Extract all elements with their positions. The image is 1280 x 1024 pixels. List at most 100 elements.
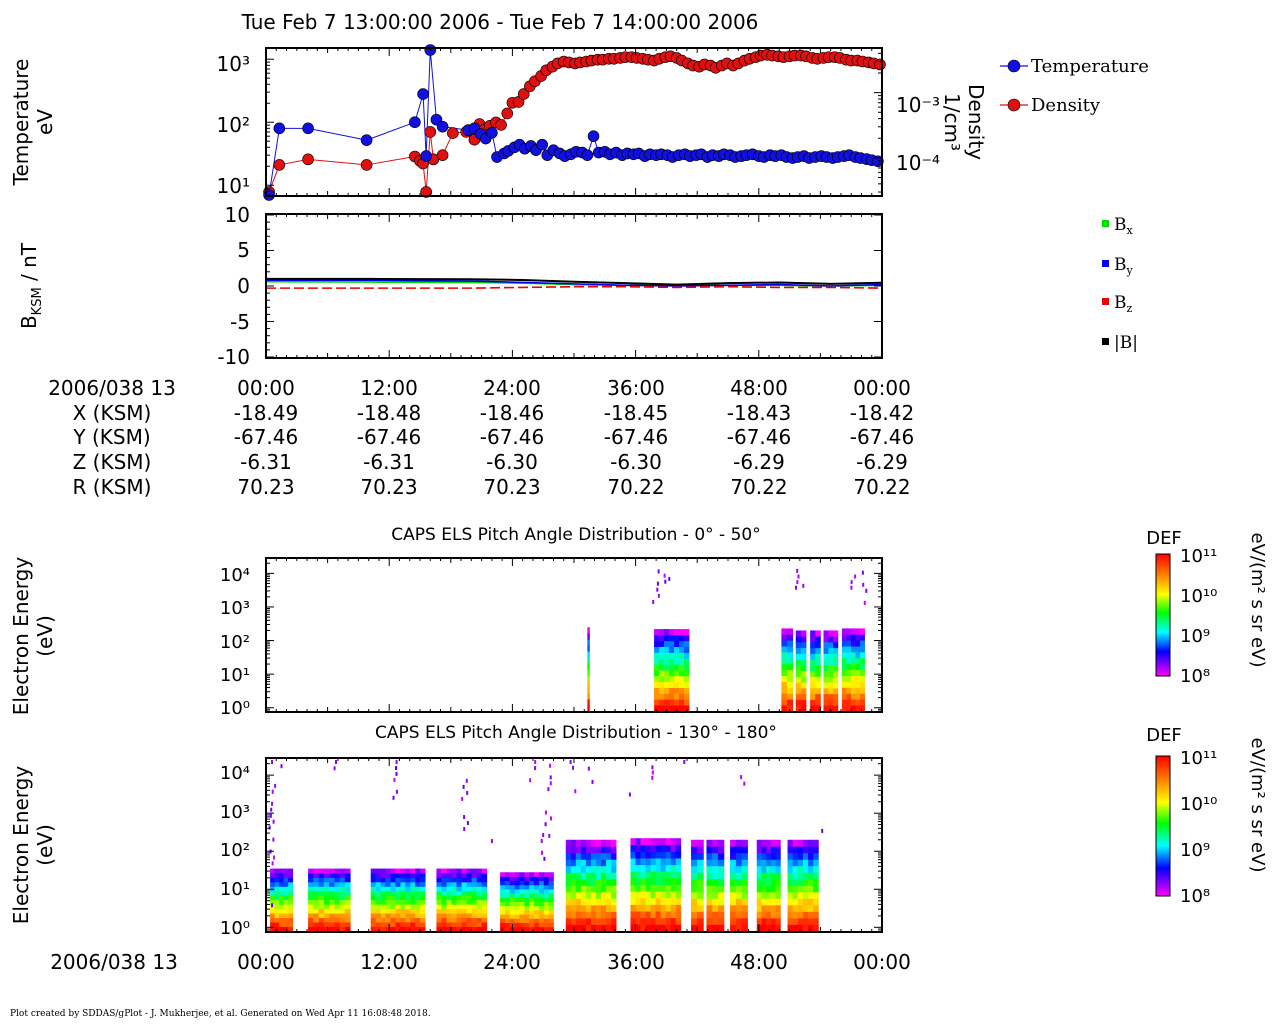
spectrogram-cell [640,858,646,866]
spectrogram-speck [549,775,552,780]
spectrogram-cell [334,899,341,905]
spectrogram-cell [606,891,612,899]
spectrogram-cell [580,898,587,906]
spectrogram-cell [660,864,667,872]
spectrogram-cell [800,693,807,700]
spectrogram-cell [735,885,743,893]
spectrogram-cell [860,657,865,665]
spectrogram-cell [270,868,276,874]
spectrogram-cell [595,885,602,893]
spectrogram-cell [630,838,636,846]
spectrogram-cell [395,890,401,896]
spectrogram-cell [410,877,416,883]
spectrogram-cell [283,868,289,874]
spectrogram-cell [706,904,713,912]
spectrogram-cell [323,926,330,932]
ephemeris-cell: -6.31 [363,450,415,474]
spectrogram-cell [815,676,821,683]
spectrogram-cell [390,895,396,901]
spectrogram-cell [810,693,816,700]
spectrogram-cell [664,693,670,700]
spectrogram-cell [456,890,462,896]
spectrogram-cell [575,891,582,899]
els-pitch-0-50-ytick-label: 10⁰ [220,698,250,719]
spectrogram-cell [390,917,396,923]
spectrogram-speck [466,790,469,795]
spectrogram-cell [846,681,852,688]
spectrogram-cell [538,918,545,924]
spectrogram-cell [446,926,452,932]
spectrogram-cell [697,839,704,847]
ephemeris-time-header: 2006/038 13 [48,376,176,400]
els-pitch-130-180-ytick-label: 10² [220,840,250,861]
spectrogram-cell [669,699,675,706]
spectrogram-cell [451,899,457,905]
spectrogram-cell [841,646,847,653]
spectrogram-cell [611,891,617,899]
spectrogram-cell [787,640,794,647]
spectrogram-cell [446,904,452,910]
spectrogram-cell [538,880,545,886]
els-pitch-0-50-panel: CAPS ELS Pitch Angle Distribution - 0° -… [9,525,1268,719]
spectrogram-cell [730,839,737,847]
spectrogram-cell [659,699,665,706]
spectrogram-cell [390,926,396,932]
bfield-ytick-label: 10 [225,203,250,227]
spectrogram-cell [841,628,847,635]
spectrogram-cell [441,881,447,887]
spectrogram-cell [329,904,335,910]
spectrogram-cell [770,911,777,919]
spectrogram-cell [329,908,335,914]
spectrogram-cell [813,865,819,873]
spectrogram-cell [385,868,391,874]
spectrogram-cell [846,675,852,682]
spectrogram-cell [718,859,725,867]
spectrogram-cell [329,886,335,892]
spectrogram-cell [504,893,511,898]
spectrogram-cell [813,878,819,886]
spectrogram-cell [410,913,416,919]
spectrogram-cell [611,839,617,847]
spectrogram-cell [329,895,335,901]
spectrogram-cell [679,664,685,671]
spectrogram-cell [775,891,781,899]
spectrogram-cell [395,917,401,923]
bottom-tick-label: 36:00 [607,950,665,974]
spectrogram-cell [706,917,713,925]
spectrogram-cell [451,877,457,883]
spectrogram-cell [659,640,665,648]
spectrogram-cell [395,868,401,874]
spectrogram-cell [288,881,294,887]
spectrogram-speck [393,777,396,782]
spectrogram-cell [706,885,713,893]
spectrogram-cell [684,699,690,706]
by-legend-swatch [1102,260,1109,267]
spectrogram-cell [451,908,457,914]
spectrogram-cell [570,885,577,893]
spectrogram-cell [787,904,794,912]
bmag-line [266,277,883,286]
spectrogram-cell [420,890,426,896]
spectrogram-cell [679,705,685,712]
spectrogram-cell [451,873,457,878]
spectrogram-cell [611,846,617,854]
spectrogram-cell [308,881,314,887]
spectrogram-cell [339,890,346,896]
els-pitch-0-50-ytick-label: 10² [220,632,250,653]
spectrogram-cell [565,852,572,860]
spectrogram-cell [283,899,289,905]
spectrogram-cell [279,890,285,896]
spectrogram-cell [850,693,856,700]
spectrogram-cell [456,922,462,927]
spectrogram-cell [795,641,802,649]
spectrogram-cell [659,705,665,712]
spectrogram-cell [828,699,834,706]
spectrogram-cell [730,859,737,867]
spectrogram-cell [543,914,550,919]
spectrogram-cell [514,918,520,924]
spectrogram-cell [390,922,396,927]
spectrogram-cell [756,898,762,906]
spectrogram-cell [810,653,816,660]
spectrogram-cell [706,878,713,886]
spectrogram-cell [461,873,468,878]
